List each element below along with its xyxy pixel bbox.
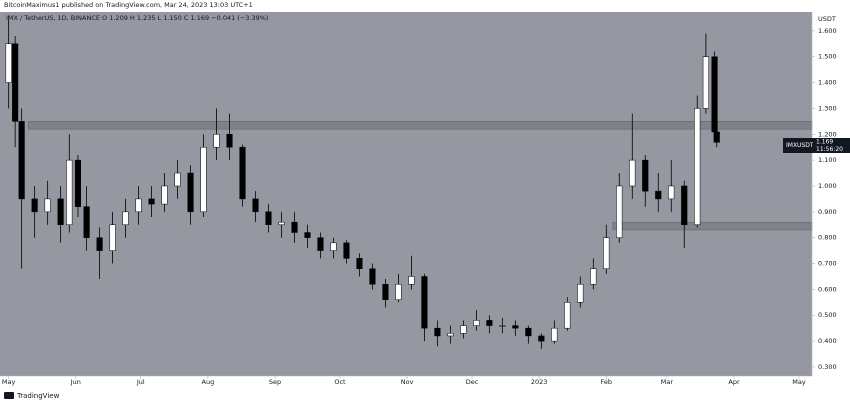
- x-tick-label: Mar: [661, 378, 674, 386]
- candle-body: [83, 206, 90, 238]
- candle-body: [551, 327, 558, 342]
- candle-body: [304, 232, 311, 238]
- x-tick-label: Apr: [728, 378, 740, 386]
- candle-body: [161, 185, 168, 205]
- y-tick-label: 0.300: [818, 363, 837, 371]
- y-tick-label: 0.500: [818, 311, 837, 319]
- candle-body: [31, 198, 38, 213]
- candle-body: [525, 327, 532, 337]
- candle-body: [434, 327, 441, 337]
- candle-body: [226, 134, 233, 148]
- symbol-legend: IMX / TetherUS, 1D, BINANCE O 1.209 H 1.…: [6, 14, 268, 22]
- candle-body: [694, 108, 701, 226]
- price-tag: [813, 138, 850, 153]
- candle-body: [5, 43, 12, 83]
- countdown: 11:56:20: [816, 146, 843, 153]
- candle-body: [538, 335, 545, 342]
- tradingview-logo: [4, 392, 14, 399]
- y-tick-label: 0.800: [818, 234, 837, 242]
- y-tick-label: 1.200: [818, 130, 837, 138]
- y-tick-label: 1.300: [818, 104, 837, 112]
- candle-body: [135, 198, 142, 213]
- last-price: 1.169: [816, 139, 833, 146]
- candle-body: [200, 146, 207, 213]
- candle-body: [590, 268, 597, 285]
- candle-body: [74, 159, 82, 207]
- candle-body: [317, 237, 324, 251]
- candle-body: [711, 56, 718, 133]
- footer-brand: TradingView: [16, 392, 60, 400]
- candle-body: [96, 237, 103, 251]
- x-tick-label: Sep: [269, 378, 281, 386]
- candle-body: [642, 159, 649, 192]
- candle-body: [278, 221, 285, 226]
- horizontal-zone: [612, 221, 813, 231]
- x-tick-label: May: [792, 378, 806, 386]
- y-tick-label: 0.400: [818, 337, 837, 345]
- candle-body: [109, 224, 116, 251]
- x-tick-label: 2023: [531, 378, 548, 386]
- candle-body: [174, 172, 181, 187]
- candle-body: [702, 56, 709, 109]
- candle-body: [12, 43, 19, 122]
- candle-body: [18, 121, 25, 200]
- candle-body: [57, 198, 64, 226]
- candle-body: [239, 146, 246, 200]
- x-tick-label: Aug: [202, 378, 215, 386]
- candle-body: [213, 134, 220, 148]
- y-tick-label: 1.400: [818, 79, 837, 87]
- candle-body: [265, 211, 272, 226]
- candle-body: [408, 276, 415, 285]
- candle-body: [603, 237, 610, 269]
- x-tick-label: Feb: [601, 378, 613, 386]
- x-tick-label: May: [2, 378, 16, 386]
- publisher-header: BitcoinMaximus1 published on TradingView…: [4, 1, 253, 9]
- candle-body: [395, 283, 402, 300]
- candle-body: [486, 320, 493, 326]
- candle-body: [421, 276, 428, 329]
- candle-body: [343, 242, 350, 259]
- candle-body: [499, 325, 506, 327]
- candle-body: [713, 131, 720, 143]
- symbol-tag: [783, 138, 813, 153]
- candle-body: [356, 258, 363, 269]
- y-tick-label: 0.600: [818, 285, 837, 293]
- x-tick-label: Dec: [466, 378, 479, 386]
- candle-body: [369, 268, 376, 285]
- symbol-label: IMXUSDT: [786, 142, 814, 149]
- candle-body: [564, 302, 571, 329]
- y-axis-label: USDT: [818, 15, 836, 23]
- y-tick-label: 0.700: [818, 260, 837, 268]
- x-tick-label: Jul: [136, 378, 145, 386]
- candle-body: [512, 325, 519, 329]
- candle-body: [460, 325, 467, 334]
- candle-body: [187, 172, 194, 213]
- candle-body: [382, 283, 389, 300]
- candle-body: [447, 333, 454, 337]
- x-tick-label: Jun: [70, 378, 81, 386]
- x-tick-label: Oct: [334, 378, 346, 386]
- y-tick-label: 1.000: [818, 182, 837, 190]
- candle-body: [681, 185, 688, 226]
- y-tick-label: 1.100: [818, 156, 837, 164]
- y-tick-label: 0.900: [818, 208, 837, 216]
- candle-body: [577, 283, 584, 303]
- y-tick-label: 1.500: [818, 53, 837, 61]
- candle-body: [616, 185, 623, 238]
- candle-body: [148, 198, 155, 205]
- candle-body: [629, 159, 636, 187]
- candle-body: [44, 198, 51, 213]
- candle-body: [291, 221, 298, 233]
- candle-body: [66, 159, 73, 226]
- candle-body: [330, 242, 337, 251]
- candle-body: [473, 320, 480, 326]
- x-tick-label: Nov: [401, 378, 414, 386]
- candle-body: [122, 211, 129, 226]
- y-tick-label: 1.600: [818, 27, 837, 35]
- candle-body: [668, 185, 675, 200]
- candle-body: [655, 190, 662, 200]
- candle-body: [252, 198, 259, 213]
- plot-background: [0, 12, 812, 376]
